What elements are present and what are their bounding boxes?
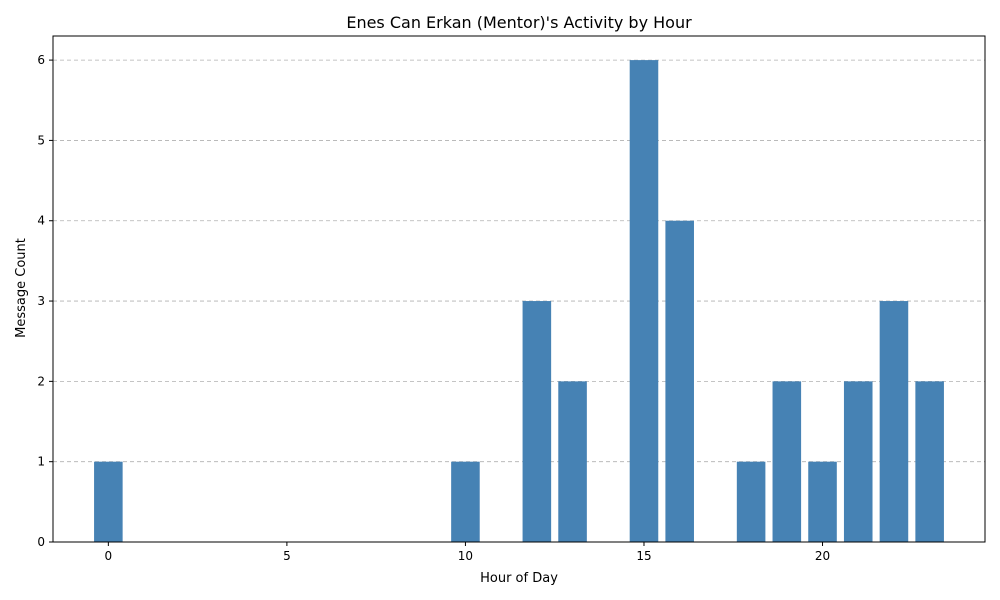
y-tick-label: 4 [37, 214, 45, 228]
x-tick-label: 15 [636, 549, 651, 563]
y-tick-label: 2 [37, 374, 45, 388]
bar [879, 301, 909, 542]
bars [94, 60, 944, 542]
x-tick-label: 5 [283, 549, 291, 563]
plot-frame [52, 35, 986, 543]
axes [52, 35, 986, 543]
bar [451, 461, 480, 542]
y-tick-label: 3 [37, 294, 45, 308]
y-tick-label: 0 [37, 535, 45, 549]
x-axis-ticks: 0 5 10 15 20 [105, 542, 830, 563]
bar [665, 220, 694, 542]
bar [772, 381, 802, 542]
bar [843, 381, 873, 542]
x-axis-label: Hour of Day [480, 571, 558, 586]
bar [808, 461, 837, 542]
x-tick-label: 0 [105, 549, 113, 563]
y-axis-label: Message Count [14, 238, 29, 338]
bar [558, 381, 587, 542]
y-tick-label: 6 [37, 53, 45, 67]
chart-title: Enes Can Erkan (Mentor)'s Activity by Ho… [346, 13, 692, 32]
x-tick-label: 20 [815, 549, 830, 563]
bar [915, 381, 944, 542]
y-axis-ticks: 0 1 2 3 4 5 6 [37, 53, 53, 549]
y-tick-label: 1 [37, 455, 45, 469]
x-tick-label: 10 [458, 549, 473, 563]
bar [522, 301, 552, 542]
bar [736, 461, 766, 542]
bar [629, 60, 659, 542]
bar [94, 461, 123, 542]
y-tick-label: 5 [37, 133, 45, 147]
gridlines [53, 59, 985, 463]
